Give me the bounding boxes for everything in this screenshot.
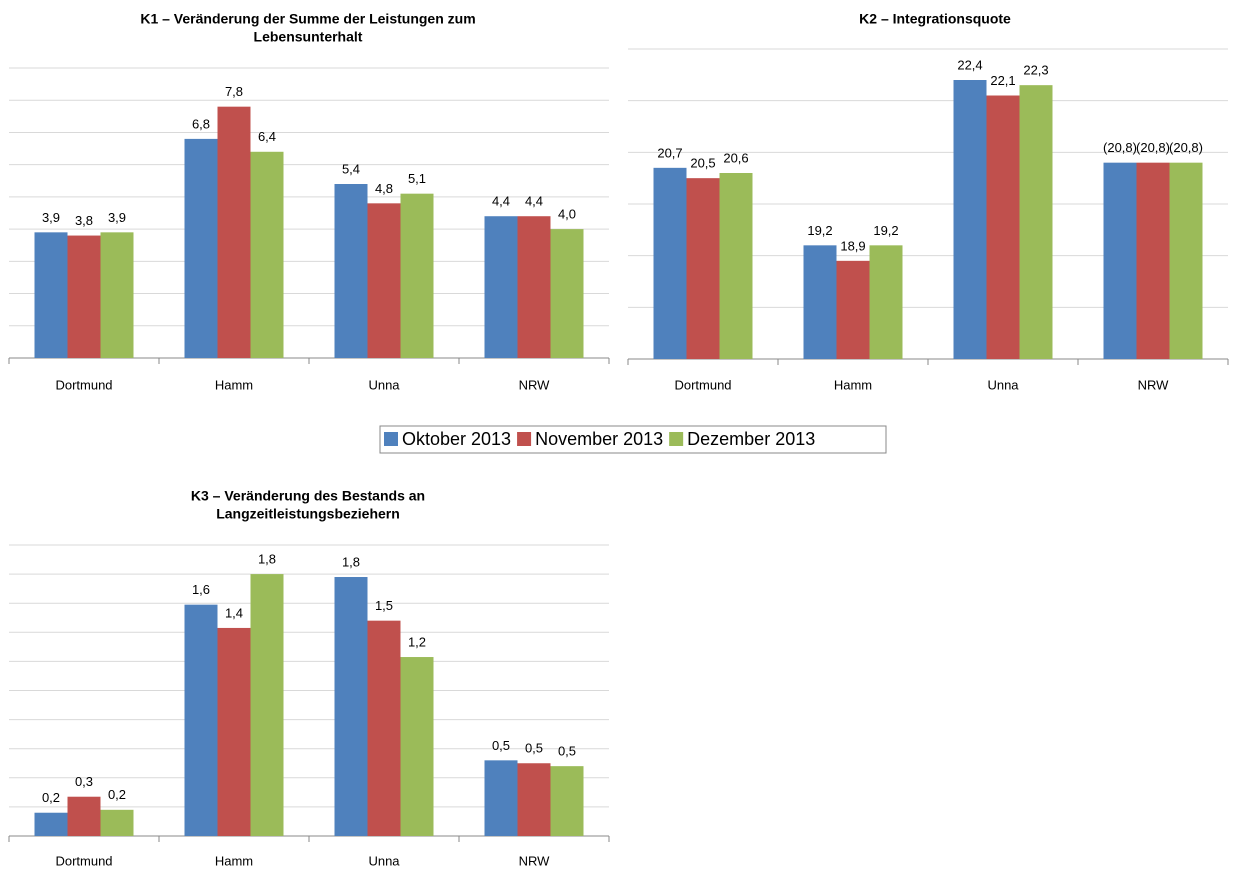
data-label: 20,6 [723, 150, 748, 165]
bar [517, 763, 551, 836]
x-tick-label: Unna [368, 377, 400, 392]
x-tick-label: Hamm [215, 377, 253, 392]
data-label: 0,3 [75, 774, 93, 789]
chart-title: K1 – Veränderung der Summe der Leistunge… [140, 11, 475, 27]
bar [217, 627, 251, 836]
bar [367, 620, 401, 836]
legend-swatch [384, 432, 398, 446]
data-label: 22,3 [1023, 63, 1048, 78]
bar [67, 796, 101, 836]
data-label: 20,7 [657, 145, 682, 160]
bar [1169, 162, 1203, 359]
data-label: 6,4 [258, 129, 276, 144]
data-label: 1,6 [192, 582, 210, 597]
bar [986, 95, 1020, 359]
data-label: 19,2 [873, 223, 898, 238]
bar [686, 178, 720, 359]
bar [484, 760, 518, 836]
bar [1136, 162, 1170, 359]
chart-title: Lebensunterhalt [254, 29, 363, 45]
data-label: 22,1 [990, 73, 1015, 88]
legend-label: November 2013 [535, 429, 663, 449]
bar [1019, 85, 1053, 360]
legend-label: Dezember 2013 [687, 429, 815, 449]
chart-title: K2 – Integrationsquote [859, 11, 1011, 27]
data-label: 4,4 [492, 194, 510, 209]
data-label: 3,9 [108, 210, 126, 225]
bar [719, 173, 753, 359]
data-label: 19,2 [807, 223, 832, 238]
bar [517, 216, 551, 358]
data-label: 20,5 [690, 156, 715, 171]
bar [484, 216, 518, 358]
data-label: 0,5 [492, 738, 510, 753]
bar [1103, 162, 1137, 359]
data-label: 0,2 [42, 790, 60, 805]
data-label: 4,8 [375, 181, 393, 196]
bar [67, 235, 101, 358]
data-label: 1,4 [225, 605, 243, 620]
bar [550, 229, 584, 358]
data-label: 0,2 [108, 787, 126, 802]
bar [184, 138, 218, 358]
bar [869, 245, 903, 359]
bar [367, 203, 401, 358]
bar [217, 106, 251, 359]
data-label: 3,9 [42, 210, 60, 225]
bar [34, 232, 68, 358]
data-label: 1,8 [258, 552, 276, 567]
data-label: 1,5 [375, 598, 393, 613]
data-label: 0,5 [525, 741, 543, 756]
data-label: 22,4 [957, 57, 982, 72]
data-label: 5,1 [408, 171, 426, 186]
bar [400, 193, 434, 358]
data-label: 1,2 [408, 634, 426, 649]
x-tick-label: Dortmund [55, 853, 112, 868]
x-tick-label: Hamm [834, 377, 872, 392]
legend-box [379, 425, 887, 454]
x-tick-label: Dortmund [55, 377, 112, 392]
data-label: 4,4 [525, 194, 543, 209]
x-tick-label: Unna [368, 853, 400, 868]
bar [400, 657, 434, 836]
bar [653, 167, 687, 359]
legend-swatch [517, 432, 532, 446]
bar [803, 245, 837, 359]
data-label: 1,8 [342, 554, 360, 569]
data-label: (20,8) [1103, 140, 1137, 155]
x-tick-label: Unna [987, 377, 1019, 392]
x-tick-label: Dortmund [674, 377, 731, 392]
bar [100, 232, 134, 358]
data-label: 0,5 [558, 744, 576, 759]
legend-swatch [669, 432, 684, 446]
x-tick-label: NRW [519, 377, 551, 392]
data-label: 5,4 [342, 161, 360, 176]
x-tick-label: NRW [1138, 377, 1170, 392]
bar [250, 574, 284, 836]
bar [184, 604, 218, 836]
x-tick-label: NRW [519, 853, 551, 868]
data-label: 7,8 [225, 84, 243, 99]
data-label: (20,8) [1136, 140, 1170, 155]
data-label: 18,9 [840, 238, 865, 253]
bar [836, 260, 870, 359]
bar [250, 151, 284, 358]
data-label: 6,8 [192, 116, 210, 131]
bar [550, 766, 584, 836]
bar [34, 812, 68, 836]
bar [334, 184, 368, 358]
bar [953, 80, 987, 359]
legend-label: Oktober 2013 [402, 429, 511, 449]
chart-title: Langzeitleistungsbeziehern [216, 506, 400, 522]
data-label: (20,8) [1169, 140, 1203, 155]
data-label: 4,0 [558, 207, 576, 222]
bar [334, 577, 368, 836]
bar [100, 809, 134, 836]
data-label: 3,8 [75, 213, 93, 228]
x-tick-label: Hamm [215, 853, 253, 868]
chart-title: K3 – Veränderung des Bestands an [191, 488, 425, 504]
